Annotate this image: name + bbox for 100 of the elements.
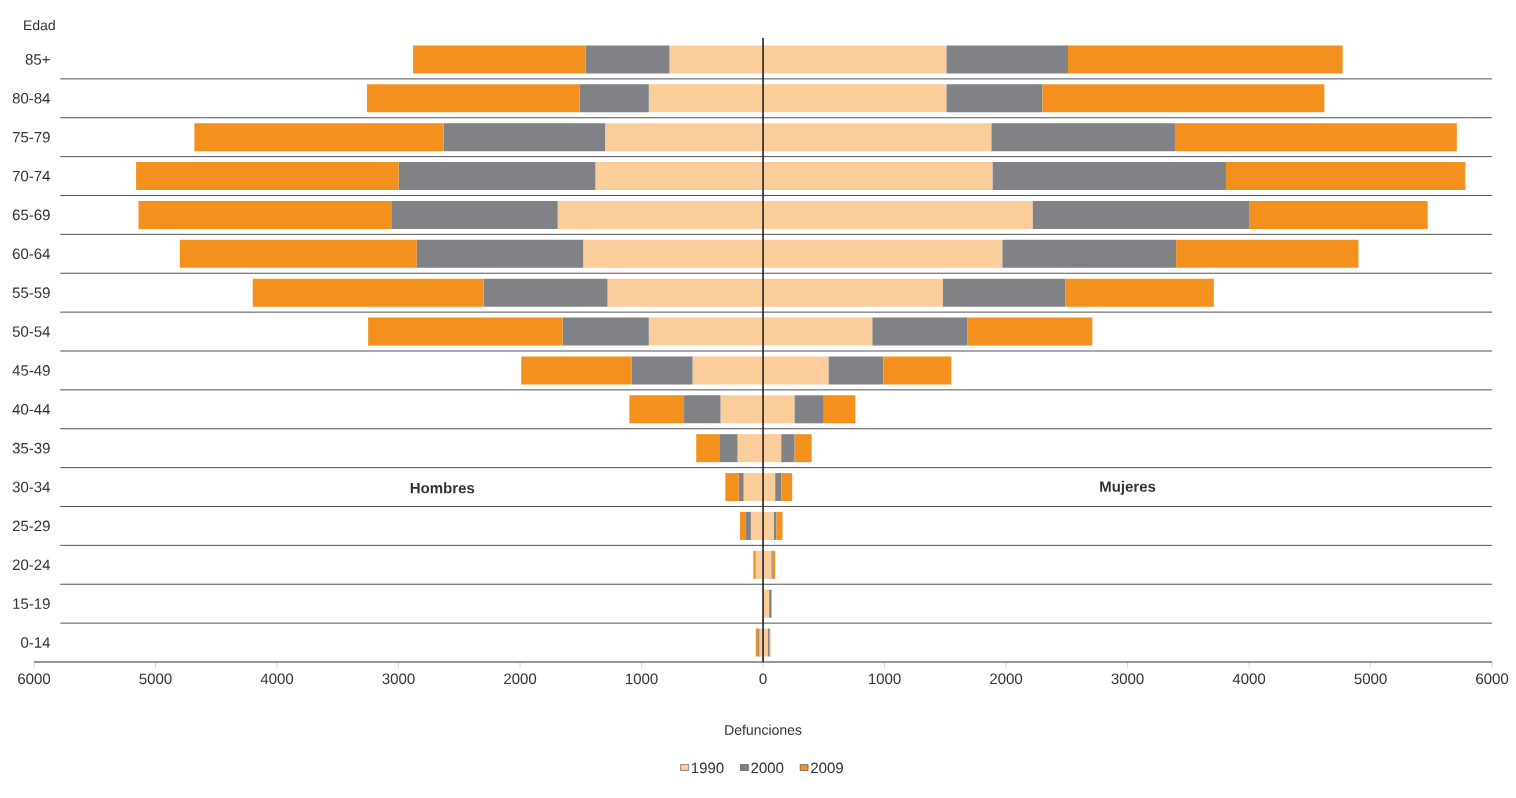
bar <box>1032 200 1250 229</box>
y-tick-label: 60-64 <box>12 248 51 260</box>
bar <box>562 317 649 346</box>
x-tick-label: 2000 <box>990 673 1023 685</box>
legend-label: 1990 <box>691 762 724 774</box>
bar <box>763 356 829 385</box>
y-tick-label: 50-54 <box>12 326 51 337</box>
y-tick-label: 55-59 <box>12 287 50 298</box>
y-tick-label: 0-14 <box>21 637 51 648</box>
y-tick-label: 40-44 <box>12 404 51 415</box>
bar <box>483 278 608 307</box>
bar <box>794 434 812 463</box>
bar <box>138 200 392 229</box>
bar <box>413 45 586 74</box>
y-tick-label: 35-39 <box>12 442 50 454</box>
x-tick-label: 5000 <box>1354 673 1387 685</box>
y-tick-label: 25-29 <box>12 520 50 532</box>
bar <box>1249 200 1428 229</box>
bar <box>194 123 444 152</box>
bar <box>607 278 764 307</box>
bar <box>775 473 782 502</box>
bar <box>794 395 824 424</box>
bar <box>1225 162 1466 191</box>
bar <box>1065 278 1214 307</box>
bar <box>946 45 1069 74</box>
bar <box>585 45 670 74</box>
bar <box>179 239 417 268</box>
bar <box>743 473 764 502</box>
x-tick-label: 2000 <box>504 673 537 685</box>
bar <box>684 395 721 424</box>
legend-label: 2000 <box>751 762 784 774</box>
legend-label: 2009 <box>811 762 843 774</box>
bar <box>763 317 873 346</box>
x-tick-label: 3000 <box>382 673 415 685</box>
annotation: Hombres <box>410 482 475 494</box>
bar <box>252 278 484 307</box>
bar <box>872 317 968 346</box>
bar <box>763 434 782 463</box>
bar <box>738 473 744 502</box>
x-tick-label: 0 <box>759 673 767 685</box>
x-tick-label: 3000 <box>1111 673 1144 685</box>
bar <box>696 434 720 463</box>
y-tick-label: 70-74 <box>12 170 51 182</box>
bar <box>763 473 776 502</box>
bar <box>828 356 884 385</box>
bar <box>605 123 764 152</box>
bar <box>557 200 764 229</box>
bar <box>942 278 1066 307</box>
bar <box>1174 123 1457 152</box>
y-tick-label: 65-69 <box>12 209 50 221</box>
bar <box>391 200 558 229</box>
y-tick-label: 85+ <box>25 54 50 65</box>
bar <box>763 200 1033 229</box>
y-tick-label: 75-79 <box>12 131 50 143</box>
bar <box>763 123 992 152</box>
bar <box>991 123 1175 152</box>
bar <box>781 434 795 463</box>
bar <box>746 511 751 540</box>
bar <box>669 45 764 74</box>
bar <box>737 434 764 463</box>
bar <box>776 511 783 540</box>
bar <box>1068 45 1343 74</box>
x-tick-label: 4000 <box>1232 673 1266 685</box>
x-tick-label: 6000 <box>18 673 51 685</box>
bar <box>725 473 739 502</box>
bar <box>781 473 793 502</box>
bar <box>648 317 764 346</box>
y-tick-label: 80-84 <box>12 93 51 104</box>
bar <box>629 395 685 424</box>
bar <box>946 84 1043 113</box>
bar <box>521 356 632 385</box>
bar <box>992 162 1226 191</box>
bar <box>739 511 747 540</box>
bar <box>750 511 764 540</box>
bar <box>763 162 993 191</box>
bar <box>763 84 947 113</box>
bar <box>763 278 943 307</box>
bar <box>595 162 764 191</box>
bar <box>368 317 563 346</box>
x-axis-title: Defunciones <box>725 724 802 735</box>
bar <box>763 45 947 74</box>
y-tick-label: 45-49 <box>12 365 50 376</box>
annotation: Mujeres <box>1100 480 1156 495</box>
bar <box>579 84 649 113</box>
bar <box>398 162 596 191</box>
bar <box>1176 239 1359 268</box>
bar <box>823 395 856 424</box>
bar <box>763 395 795 424</box>
bar <box>763 511 774 540</box>
bar <box>1002 239 1177 268</box>
bar <box>1042 84 1325 113</box>
bar <box>648 84 764 113</box>
bar <box>967 317 1093 346</box>
bar <box>136 162 399 191</box>
bar <box>366 84 580 113</box>
bar <box>753 550 756 579</box>
bar <box>583 239 764 268</box>
bar <box>692 356 764 385</box>
bar <box>416 239 584 268</box>
bar <box>631 356 693 385</box>
